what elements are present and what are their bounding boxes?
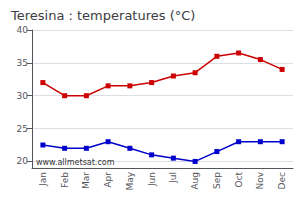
svg-text:Mar: Mar bbox=[81, 172, 91, 189]
svg-text:Feb: Feb bbox=[60, 172, 70, 188]
svg-text:www.allmetsat.com: www.allmetsat.com bbox=[36, 158, 115, 167]
svg-text:Jan: Jan bbox=[38, 172, 48, 187]
svg-text:Sep: Sep bbox=[212, 172, 222, 189]
svg-text:Apr: Apr bbox=[103, 172, 113, 188]
svg-text:30: 30 bbox=[17, 91, 29, 101]
svg-text:Dec: Dec bbox=[277, 172, 287, 189]
svg-text:Jul: Jul bbox=[168, 172, 178, 184]
svg-text:Nov: Nov bbox=[255, 171, 265, 189]
svg-text:Oct: Oct bbox=[234, 172, 244, 188]
svg-text:Jun: Jun bbox=[147, 172, 157, 187]
svg-text:Teresina : temperatures (°C): Teresina : temperatures (°C) bbox=[10, 8, 195, 23]
svg-text:25: 25 bbox=[17, 124, 28, 134]
svg-text:20: 20 bbox=[17, 156, 29, 166]
svg-text:35: 35 bbox=[17, 58, 28, 68]
svg-text:40: 40 bbox=[17, 25, 29, 35]
svg-text:May: May bbox=[125, 171, 135, 190]
svg-text:Aug: Aug bbox=[190, 172, 200, 190]
